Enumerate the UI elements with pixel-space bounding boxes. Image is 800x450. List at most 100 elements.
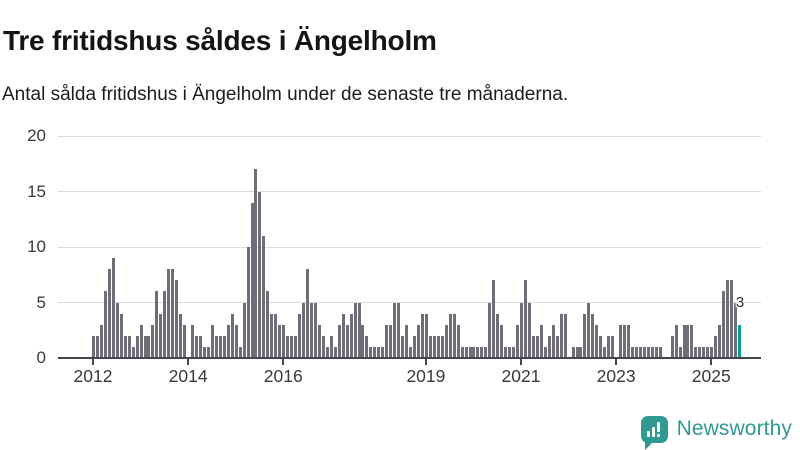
gridline xyxy=(58,135,761,137)
gridline xyxy=(58,246,761,248)
bar xyxy=(99,324,103,358)
bar xyxy=(274,313,278,358)
bar xyxy=(512,346,516,358)
bar xyxy=(591,313,595,358)
x-axis-label: 2025 xyxy=(691,366,731,386)
bar xyxy=(468,346,472,358)
bar xyxy=(306,269,309,358)
bar xyxy=(409,346,413,358)
bar xyxy=(325,346,329,358)
bar xyxy=(670,335,674,358)
bar xyxy=(571,346,575,358)
bar xyxy=(313,302,317,358)
bar xyxy=(254,169,258,358)
bar xyxy=(464,346,468,358)
logo-exclamation-dot xyxy=(656,433,660,437)
y-axis-label: 10 xyxy=(27,237,46,256)
bar xyxy=(432,335,436,358)
x-axis-tick xyxy=(92,359,94,365)
brand-name: Newsworthy xyxy=(676,417,792,440)
bar xyxy=(183,324,187,358)
bar xyxy=(202,346,206,358)
bar xyxy=(456,324,460,358)
bar xyxy=(151,324,155,358)
bar xyxy=(623,324,627,358)
bar xyxy=(282,324,286,358)
bar xyxy=(603,346,607,358)
bar xyxy=(258,191,262,358)
bar xyxy=(527,302,531,358)
bar xyxy=(365,335,369,358)
bar xyxy=(107,269,111,358)
bar xyxy=(654,346,658,358)
bar xyxy=(143,335,147,358)
bar xyxy=(583,313,587,358)
bar xyxy=(440,335,444,358)
bar xyxy=(611,335,615,358)
bar xyxy=(337,324,341,358)
bar xyxy=(385,324,389,358)
y-axis-label: 20 xyxy=(27,126,46,145)
bar xyxy=(492,280,496,358)
bar xyxy=(607,335,611,358)
bar xyxy=(686,324,690,358)
bar xyxy=(559,313,563,358)
bar xyxy=(587,302,591,358)
bar xyxy=(302,302,306,358)
x-axis-tick xyxy=(424,359,427,365)
bar xyxy=(361,324,365,358)
bar xyxy=(488,302,492,358)
bar xyxy=(199,335,202,358)
bar xyxy=(353,302,357,358)
bar xyxy=(147,335,151,358)
x-axis-tick xyxy=(187,359,190,365)
x-axis-tick xyxy=(710,359,713,365)
bar xyxy=(381,346,385,358)
bar xyxy=(397,302,401,358)
bar xyxy=(547,335,551,358)
x-axis-label: 2014 xyxy=(168,366,208,386)
bar xyxy=(535,335,539,358)
bar xyxy=(500,324,504,358)
bar xyxy=(345,324,349,358)
bar xyxy=(682,324,686,358)
bar xyxy=(167,269,171,358)
bar xyxy=(690,324,694,358)
bar xyxy=(642,346,646,358)
bar xyxy=(218,335,222,358)
bar xyxy=(428,335,432,358)
bar xyxy=(222,335,226,358)
bar xyxy=(226,324,230,358)
bar xyxy=(309,302,313,358)
x-axis-label: 2021 xyxy=(501,366,541,386)
bar xyxy=(131,346,135,358)
newsworthy-logo[interactable]: Newsworthy xyxy=(640,413,792,450)
x-axis-tick xyxy=(282,359,285,365)
bar xyxy=(630,346,634,358)
bar xyxy=(393,302,397,358)
bar xyxy=(734,302,738,358)
bar xyxy=(341,313,345,358)
bar xyxy=(357,302,361,358)
x-axis-line xyxy=(58,357,761,359)
bar xyxy=(646,346,650,358)
bar xyxy=(726,280,730,358)
bar xyxy=(496,313,500,358)
bar xyxy=(504,346,508,358)
bar xyxy=(163,291,167,358)
x-axis-tick xyxy=(615,359,618,365)
x-axis-label: 2016 xyxy=(263,366,303,386)
bar xyxy=(262,235,266,358)
bar xyxy=(317,324,321,358)
x-axis-label: 2019 xyxy=(406,366,446,386)
highlight-value-label: 3 xyxy=(735,293,745,311)
bar xyxy=(543,346,547,358)
bar xyxy=(290,335,294,358)
bar xyxy=(210,324,214,358)
bar xyxy=(377,346,381,358)
bar xyxy=(619,324,623,358)
bar xyxy=(579,346,583,358)
bar xyxy=(706,346,710,358)
bar xyxy=(658,346,662,358)
